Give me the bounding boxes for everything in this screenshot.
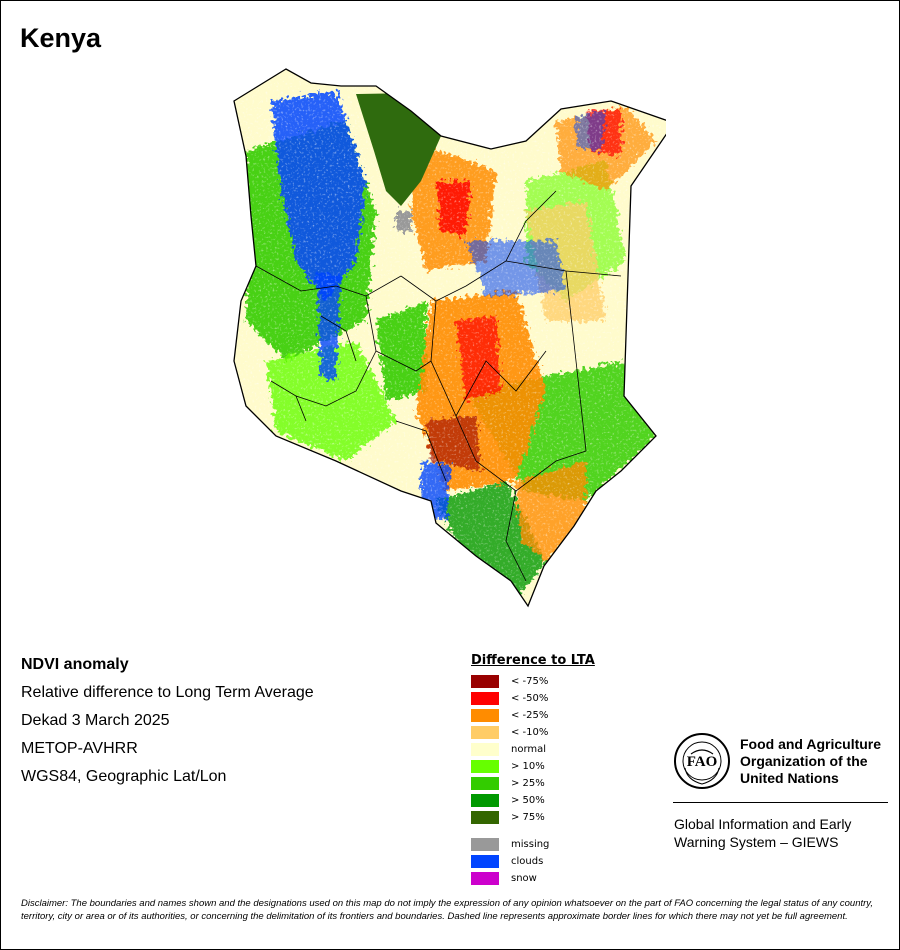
legend-row: < -50% xyxy=(471,690,595,707)
legend-row: missing xyxy=(471,836,595,853)
info-line-2: Dekad 3 March 2025 xyxy=(21,712,170,729)
legend-swatch xyxy=(471,675,499,688)
legend-swatch xyxy=(471,743,499,756)
disclaimer: Disclaimer: The boundaries and names sho… xyxy=(21,897,883,923)
legend-label: < -75% xyxy=(511,676,549,687)
raster-speckle xyxy=(234,69,666,606)
legend-row: > 50% xyxy=(471,792,595,809)
info-heading: NDVI anomaly xyxy=(21,656,129,673)
legend-label: > 50% xyxy=(511,795,545,806)
boundary-line xyxy=(320,315,357,362)
giews-line-1: Global Information and Early xyxy=(674,816,852,832)
legend-swatch xyxy=(471,709,499,722)
boundary-line xyxy=(400,190,557,302)
legend-row: snow xyxy=(471,870,595,887)
legend-row: > 10% xyxy=(471,758,595,775)
fao-logo-text: FAO xyxy=(687,754,718,770)
kenya-ndvi-map xyxy=(233,68,666,607)
map-title: Kenya xyxy=(20,23,102,53)
admin-boundaries xyxy=(255,190,622,582)
legend-swatch xyxy=(471,777,499,790)
legend-label: > 25% xyxy=(511,778,545,789)
boundary-line xyxy=(375,350,432,372)
boundary-line xyxy=(270,380,307,422)
legend-row: > 75% xyxy=(471,809,595,826)
legend-label: > 10% xyxy=(511,761,545,772)
legend-swatch xyxy=(471,872,499,885)
lake-turkana-area xyxy=(356,93,441,206)
boundary-line xyxy=(255,265,402,297)
legend-label: clouds xyxy=(511,856,544,867)
legend-swatch xyxy=(471,692,499,705)
legend-row: < -75% xyxy=(471,673,595,690)
giews-name: Global Information and Early Warning Sys… xyxy=(674,815,851,851)
info-line-3: METOP-AVHRR xyxy=(21,740,138,757)
legend-gap xyxy=(471,826,595,836)
legend-title: Difference to LTA xyxy=(471,653,595,668)
disclaimer-label: Disclaimer: xyxy=(21,898,68,909)
legend-label: < -10% xyxy=(511,727,549,738)
legend-row: < -25% xyxy=(471,707,595,724)
legend-label: snow xyxy=(511,873,537,884)
legend-row: normal xyxy=(471,741,595,758)
legend-row: clouds xyxy=(471,853,595,870)
legend-swatch xyxy=(471,794,499,807)
legend-swatch xyxy=(471,855,499,868)
legend-swatch xyxy=(471,838,499,851)
legend-swatch xyxy=(471,811,499,824)
map-info: NDVI anomaly Relative difference to Long… xyxy=(21,656,314,796)
legend-row: > 25% xyxy=(471,775,595,792)
boundary-line xyxy=(505,490,527,582)
boundary-line xyxy=(395,420,447,482)
legend-extra-items: missing clouds snow xyxy=(471,836,595,887)
boundary-line xyxy=(430,300,547,417)
fao-logo-icon: FAO xyxy=(674,733,730,789)
disclaimer-text: The boundaries and names shown and the d… xyxy=(21,898,873,922)
legend-label: normal xyxy=(511,744,547,755)
ndvi-raster xyxy=(234,69,666,606)
info-line-4: WGS84, Geographic Lat/Lon xyxy=(21,768,227,785)
fao-name-line-2: Organization of the xyxy=(740,753,868,769)
fao-organization-name: Food and Agriculture Organization of the… xyxy=(740,736,881,787)
fao-name-line-3: United Nations xyxy=(740,770,839,786)
boundary-line xyxy=(565,270,587,452)
legend-swatch xyxy=(471,760,499,773)
legend-items: < -75% < -50% < -25% < -10% normal > 10% > 25%… xyxy=(471,673,595,826)
legend-label: missing xyxy=(511,839,550,850)
legend: Difference to LTA < -75% < -50% < -25% < -1… xyxy=(471,653,595,887)
fao-name-line-1: Food and Agriculture xyxy=(740,736,882,752)
legend-label: < -50% xyxy=(511,693,549,704)
giews-line-2: Warning System – GIEWS xyxy=(674,834,839,850)
info-line-1: Relative difference to Long Term Average xyxy=(21,684,314,701)
legend-label: < -25% xyxy=(511,710,549,721)
legend-label: > 75% xyxy=(511,812,545,823)
legend-row: < -10% xyxy=(471,724,595,741)
fao-divider xyxy=(673,802,888,803)
boundary-line xyxy=(295,295,377,407)
legend-swatch xyxy=(471,726,499,739)
